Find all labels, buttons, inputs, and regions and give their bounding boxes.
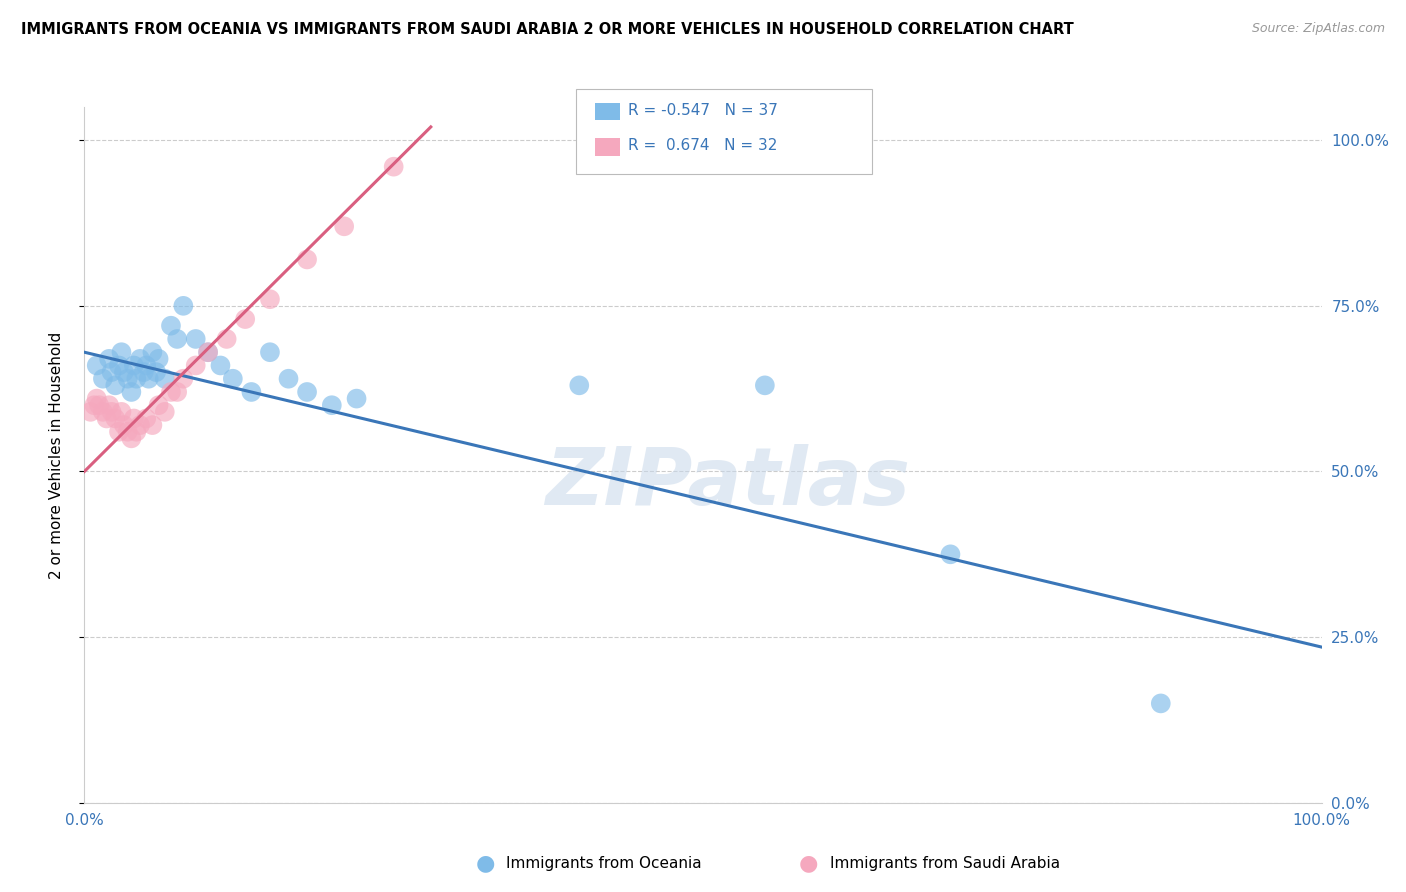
Point (108, 359, 131, 373)
Text: R =  0.674   N = 32: R = 0.674 N = 32 (628, 138, 778, 153)
Point (104, 411, 127, 425)
Point (110, 345, 132, 359)
Point (197, 345, 219, 359)
Text: IMMIGRANTS FROM OCEANIA VS IMMIGRANTS FROM SAUDI ARABIA 2 OR MORE VEHICLES IN HO: IMMIGRANTS FROM OCEANIA VS IMMIGRANTS FR… (21, 22, 1074, 37)
Point (160, 384, 183, 399)
Point (295, 252, 318, 267)
Point (346, 392, 368, 406)
Point (145, 365, 167, 379)
Point (86, 392, 108, 406)
Point (259, 292, 281, 306)
Point (91, 372, 114, 386)
Point (172, 372, 194, 386)
Point (96, 411, 118, 425)
Point (86, 359, 108, 373)
Point (91, 405, 114, 419)
Point (138, 372, 160, 386)
Point (1150, 697, 1173, 711)
Point (939, 547, 962, 561)
Point (240, 384, 263, 399)
Point (104, 378, 127, 392)
Point (215, 332, 238, 346)
Point (122, 359, 145, 373)
Point (148, 351, 170, 366)
Point (160, 318, 183, 333)
Point (382, 160, 405, 174)
Point (568, 378, 591, 392)
Point (125, 425, 148, 439)
Point (132, 365, 155, 379)
Point (83, 398, 105, 412)
Point (321, 398, 343, 412)
Point (197, 345, 219, 359)
Point (259, 345, 281, 359)
Point (166, 332, 188, 346)
Point (754, 378, 776, 392)
Point (141, 418, 163, 433)
Point (89, 398, 111, 412)
Point (129, 418, 152, 433)
Point (184, 332, 207, 346)
Point (277, 372, 299, 386)
Point (108, 425, 131, 439)
Point (125, 372, 148, 386)
Point (153, 405, 176, 419)
Point (129, 351, 152, 366)
Text: Source: ZipAtlas.com: Source: ZipAtlas.com (1251, 22, 1385, 36)
Point (166, 384, 188, 399)
Point (100, 405, 122, 419)
Point (117, 372, 139, 386)
Point (122, 411, 145, 425)
Point (295, 384, 318, 399)
Point (209, 359, 232, 373)
Text: Immigrants from Oceania: Immigrants from Oceania (506, 856, 702, 871)
Text: R = -0.547   N = 37: R = -0.547 N = 37 (628, 103, 779, 118)
Point (112, 418, 135, 433)
Point (222, 372, 245, 386)
Point (112, 365, 135, 379)
Point (135, 411, 157, 425)
Point (120, 431, 142, 445)
Text: ZIPatlas: ZIPatlas (546, 443, 910, 522)
Point (98, 398, 121, 412)
Point (333, 219, 356, 234)
Point (98, 351, 121, 366)
Text: ●: ● (475, 854, 495, 873)
Point (100, 365, 122, 379)
Point (148, 398, 170, 412)
Y-axis label: 2 or more Vehicles in Household: 2 or more Vehicles in Household (49, 331, 63, 579)
Text: ●: ● (799, 854, 818, 873)
Point (120, 384, 142, 399)
Point (110, 405, 132, 419)
Point (135, 359, 157, 373)
Text: Immigrants from Saudi Arabia: Immigrants from Saudi Arabia (830, 856, 1060, 871)
Point (117, 425, 139, 439)
Point (141, 345, 163, 359)
Point (79, 405, 101, 419)
Point (153, 372, 176, 386)
Point (184, 359, 207, 373)
Point (172, 299, 194, 313)
Point (233, 312, 256, 326)
